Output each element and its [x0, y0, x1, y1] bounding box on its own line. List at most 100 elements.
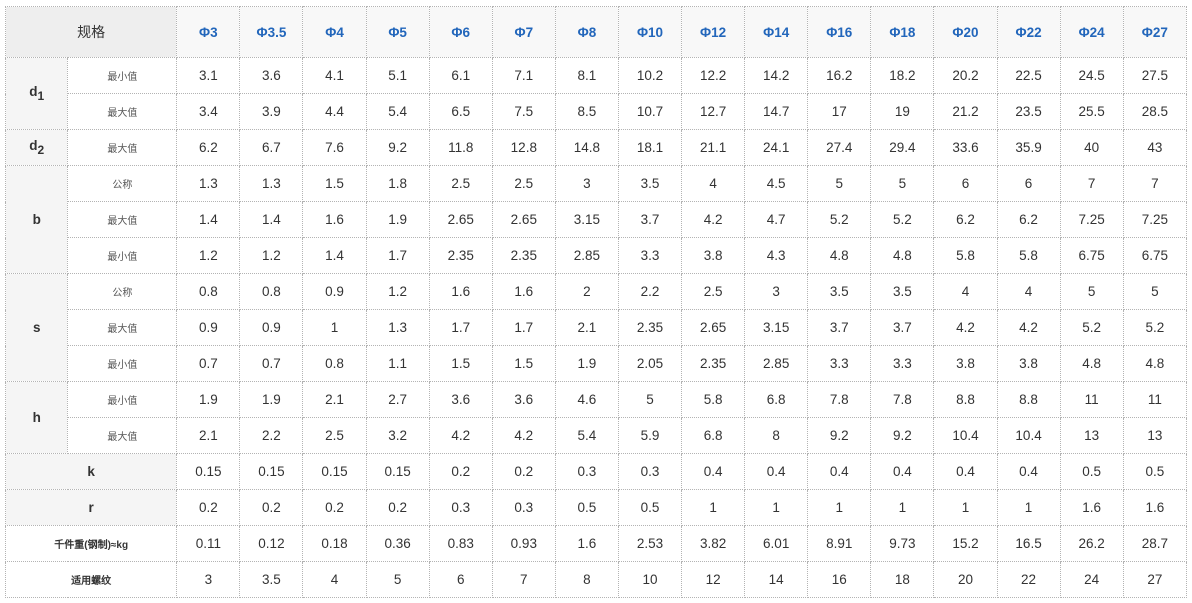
- value-cell: 0.2: [176, 489, 241, 526]
- value-cell: 1: [744, 489, 809, 526]
- value-cell: 1.3: [239, 165, 304, 202]
- value-cell: 1.4: [239, 201, 304, 238]
- value-cell: 12.7: [681, 93, 746, 130]
- value-cell: 5.1: [365, 57, 430, 94]
- row-sublabel: 最大值: [67, 129, 178, 166]
- value-cell: 3.2: [365, 417, 430, 454]
- table-row-thread: 适用螺纹 3 3.5 4 5 6 7 8 10 12 14 16 18 20 22 24 27: [4, 561, 1188, 598]
- value-cell: 3.5: [239, 561, 304, 598]
- value-cell: 1.3: [176, 165, 241, 202]
- value-cell: 12.8: [491, 129, 556, 166]
- value-cell: 0.5: [1059, 453, 1124, 490]
- value-cell: 7: [1059, 165, 1124, 202]
- value-cell: 1.6: [554, 525, 619, 562]
- value-cell: 2.65: [428, 201, 493, 238]
- value-cell: 11: [1059, 381, 1124, 418]
- value-cell: 4.8: [870, 237, 935, 274]
- value-cell: 0.3: [617, 453, 683, 490]
- value-cell: 9.73: [870, 525, 935, 562]
- value-cell: 1.6: [428, 273, 493, 310]
- value-cell: 2.85: [744, 345, 809, 382]
- value-cell: 3.6: [428, 381, 493, 418]
- value-cell: 3.4: [176, 93, 241, 130]
- column-header: Φ8: [554, 6, 619, 58]
- column-header: Φ12: [681, 6, 746, 58]
- table-row: b 公称 1.3 1.3 1.5 1.8 2.5 2.5 3 3.5 4 4.5 5 5 6 6 7 7: [4, 165, 1188, 274]
- row-sublabel: 公称: [67, 273, 178, 310]
- value-cell: 26.2: [1059, 525, 1124, 562]
- value-cell: 11.8: [428, 129, 493, 166]
- value-cell: 1: [933, 489, 998, 526]
- value-cell: 16.5: [996, 525, 1061, 562]
- table-row: 最小值 1.2 1.2 1.4 1.7 2.35 2.35 2.85 3.3 3.8 4.3 4.8 4…: [6, 237, 1188, 274]
- value-cell: 2.1: [176, 417, 241, 454]
- table-row: 最小值 0.7 0.7 0.8 1.1 1.5 1.5 1.9 2.05 2.35 2.85 3.3 3…: [6, 345, 1188, 382]
- value-cell: 24: [1059, 561, 1124, 598]
- value-cell: 1.5: [428, 345, 493, 382]
- value-cell: 4.7: [744, 201, 809, 238]
- value-cell: 0.4: [933, 453, 998, 490]
- value-cell: 0.7: [176, 345, 241, 382]
- value-cell: 0.15: [365, 453, 430, 490]
- column-header: Φ27: [1122, 6, 1188, 58]
- value-cell: 3.3: [617, 237, 683, 274]
- value-cell: 20.2: [933, 57, 998, 94]
- value-cell: 6.1: [428, 57, 493, 94]
- value-cell: 5: [1059, 273, 1124, 310]
- value-cell: 1: [681, 489, 746, 526]
- value-cell: 6.7: [239, 129, 304, 166]
- value-cell: 8.8: [933, 381, 998, 418]
- row-label: 千件重(钢制)≈kg: [4, 525, 178, 562]
- value-cell: 0.11: [176, 525, 241, 562]
- column-header: Φ3.5: [239, 6, 304, 58]
- value-cell: 5.2: [1059, 309, 1124, 346]
- value-cell: 6: [933, 165, 998, 202]
- param-label: b: [4, 165, 69, 274]
- value-cell: 1.4: [176, 201, 241, 238]
- value-cell: 4.1: [302, 57, 367, 94]
- value-cell: 2.05: [617, 345, 683, 382]
- table-row: s 公称 0.8 0.8 0.9 1.2 1.6 1.6 2 2.2 2.5 3 3.5 3.5 4 4 5 5: [4, 273, 1188, 382]
- row-sublabel: 最小值: [67, 57, 178, 94]
- value-cell: 2.1: [554, 309, 619, 346]
- value-cell: 9.2: [870, 417, 935, 454]
- value-cell: 0.93: [491, 525, 556, 562]
- param-label: s: [4, 273, 69, 382]
- value-cell: 13: [1059, 417, 1124, 454]
- value-cell: 3: [176, 561, 241, 598]
- row-sublabel: 最大值: [67, 417, 178, 454]
- table-row: 最大值 1.4 1.4 1.6 1.9 2.65 2.65 3.15 3.7 4.2 4.7 5.2 5…: [6, 201, 1188, 238]
- value-cell: 16: [807, 561, 872, 598]
- value-cell: 3: [744, 273, 809, 310]
- param-symbol: s: [32, 320, 41, 335]
- value-cell: 18: [870, 561, 935, 598]
- value-cell: 14: [744, 561, 809, 598]
- value-cell: 5: [870, 165, 935, 202]
- value-cell: 1.1: [365, 345, 430, 382]
- value-cell: 0.8: [239, 273, 304, 310]
- value-cell: 3.8: [933, 345, 998, 382]
- value-cell: 14.2: [744, 57, 809, 94]
- value-cell: 0.5: [1122, 453, 1188, 490]
- value-cell: 21.1: [681, 129, 746, 166]
- value-cell: 1.6: [491, 273, 556, 310]
- value-cell: 0.15: [239, 453, 304, 490]
- value-cell: 6.2: [933, 201, 998, 238]
- column-header: Φ14: [744, 6, 809, 58]
- value-cell: 0.2: [239, 489, 304, 526]
- value-cell: 8.91: [807, 525, 872, 562]
- value-cell: 0.4: [807, 453, 872, 490]
- value-cell: 1.9: [239, 381, 304, 418]
- value-cell: 6.01: [744, 525, 809, 562]
- value-cell: 0.3: [491, 489, 556, 526]
- value-cell: 19: [870, 93, 935, 130]
- value-cell: 6.5: [428, 93, 493, 130]
- value-cell: 8.1: [554, 57, 619, 94]
- column-header: Φ18: [870, 6, 935, 58]
- value-cell: 5.8: [996, 237, 1061, 274]
- column-header: Φ10: [617, 6, 683, 58]
- row-sublabel: 最小值: [67, 345, 178, 382]
- value-cell: 0.15: [176, 453, 241, 490]
- value-cell: 3.8: [681, 237, 746, 274]
- value-cell: 1.7: [428, 309, 493, 346]
